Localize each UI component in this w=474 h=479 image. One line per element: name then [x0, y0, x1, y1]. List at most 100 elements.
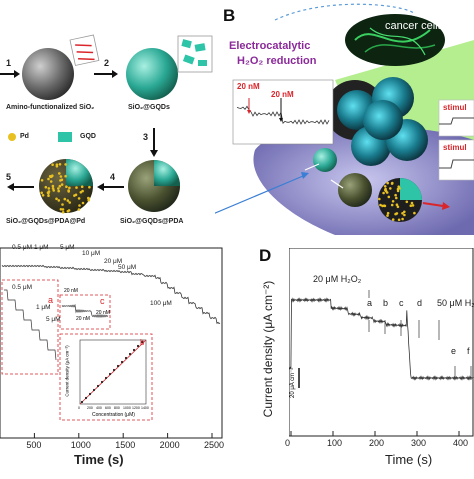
inset-b-point [80, 400, 84, 404]
inset-b-tick-label: 800 [114, 406, 120, 410]
inset-b-point [116, 364, 120, 368]
inset-b-point [104, 376, 108, 380]
panel-d-letter: D [259, 246, 272, 265]
pd-nanoparticle [47, 194, 50, 197]
cancer-cells-label: cancer cells [385, 20, 444, 32]
pd-nanoparticle [51, 184, 55, 188]
x-tick-label: 300 [411, 438, 427, 448]
step-1-label: 1 [6, 58, 12, 68]
panel-d-xlabel: Time (s) [385, 452, 433, 467]
x-tick-label: 2000 [159, 440, 180, 450]
panel-c-xlabel: Time (s) [74, 452, 124, 467]
pd-nanoparticle [386, 214, 389, 217]
pd-nanoparticle [80, 185, 84, 188]
sio2-gqds-label: SiO₂@GQDs [128, 104, 170, 111]
pd-nanoparticle [77, 208, 81, 211]
pd-nanoparticle [61, 203, 64, 206]
concentration-annotation: f [467, 346, 470, 356]
inset-b-point [140, 340, 144, 344]
concentration-annotation: d [417, 298, 423, 308]
concentration-annotation: 50 μM H₂O₂ [437, 298, 474, 308]
pda-sphere [128, 160, 180, 212]
pd-nanoparticle [395, 212, 399, 215]
pd-nanoparticle [58, 184, 62, 188]
pd-nanoparticle [382, 191, 385, 195]
panel-c: a c b Concentration (μM) Current density… [0, 240, 245, 474]
pd-nanoparticle [395, 203, 399, 206]
inset-b-point [100, 380, 104, 384]
inset-c-label: 20 nM [64, 288, 78, 294]
concentration-annotation: 50 μM [118, 264, 137, 271]
pd-nanoparticle [47, 187, 51, 190]
inset-label-20nm-2: 20 nM [271, 90, 294, 99]
inset-b-point [112, 368, 116, 372]
panel-d-chart [289, 248, 474, 437]
concentration-annotation: e [451, 346, 457, 356]
pd-nanoparticle [64, 174, 67, 178]
pd-nanoparticle [396, 205, 400, 209]
pd-nanoparticle [383, 185, 387, 188]
inset-c-label: 20 nM [76, 316, 90, 322]
panel-b-letter: B [223, 6, 236, 25]
pd-nanoparticle [391, 218, 395, 221]
reagent-card-1 [69, 34, 100, 66]
pd-nanoparticle [387, 195, 391, 199]
inset-b-tick-label: 400 [96, 406, 102, 410]
pd-nanoparticle [81, 201, 85, 205]
pd-nanoparticle [58, 163, 62, 166]
inset-a-box [1, 279, 59, 375]
pda-small-sphere [338, 173, 372, 207]
inset-b-ylabel: Current density (μA cm⁻²) [64, 345, 70, 397]
inset-b-tick-label: 1400 [141, 406, 149, 410]
stimul-label-2: stimul [443, 143, 467, 152]
concentration-annotation: 100 μM [150, 300, 172, 307]
inset-a-trace [4, 289, 57, 361]
pd-nanoparticle [395, 196, 398, 200]
x-tick-label: 0 [285, 438, 291, 448]
inset-b-point [132, 348, 136, 352]
scale-bar-label: 20 μA cm⁻² [290, 367, 296, 398]
pd-nanoparticle [44, 185, 48, 189]
concentration-annotation: c [399, 298, 404, 308]
inset-a-letter: a [48, 295, 54, 305]
pd-nanoparticle [40, 191, 43, 195]
pd-nanoparticle [78, 204, 81, 207]
pd-nanoparticle [57, 199, 61, 202]
inset-b-point [84, 396, 88, 400]
panel-d: D Current density (μA cm⁻²) 20 μA cm⁻² 2… [245, 240, 474, 474]
x-tick-label: 2500 [204, 440, 225, 450]
pd-nanoparticle [73, 194, 76, 197]
pd-nanoparticle [396, 187, 400, 191]
x-tick-label: 1000 [70, 440, 91, 450]
concentration-annotation: 5 μM [46, 316, 61, 323]
pd-cutaway-sphere [378, 178, 422, 222]
pd-nanoparticle [403, 213, 406, 217]
inset-b-point [96, 384, 100, 388]
inset-b-point [124, 356, 128, 360]
panel-b-title-line2: H₂O₂ reduction [237, 55, 317, 67]
pd-nanoparticle [55, 163, 59, 166]
pd-nanoparticle [384, 189, 388, 193]
pd-nanoparticle [47, 190, 51, 193]
pd-nanoparticle [386, 211, 390, 215]
inset-b-point [88, 392, 92, 396]
x-tick-label: 1500 [115, 440, 136, 450]
reagent-card-2 [177, 35, 213, 73]
panel-d-ylabel: Current density (μA cm⁻²) [261, 280, 275, 418]
pd-nanoparticle [59, 179, 62, 182]
concentration-annotation: 10 μM [82, 250, 101, 257]
pd-nanoparticle [51, 163, 54, 166]
inset-b-xlabel: Concentration (μM) [92, 412, 135, 418]
inset-c-letter: c [100, 296, 105, 306]
concentration-annotation: 5 μM [60, 244, 75, 251]
pd-nanoparticle [68, 186, 71, 190]
panel-b-drawing [174, 3, 474, 235]
x-tick-label: 100 [327, 438, 343, 448]
pd-nanoparticle [59, 175, 63, 178]
pd-nanoparticle [57, 187, 60, 190]
inset-b-point [136, 344, 140, 348]
concentration-annotation: 0.5 μM [12, 284, 33, 291]
pd-nanoparticle [60, 183, 64, 186]
pd-nanoparticle [389, 187, 392, 190]
pd-nanoparticle [47, 177, 50, 181]
